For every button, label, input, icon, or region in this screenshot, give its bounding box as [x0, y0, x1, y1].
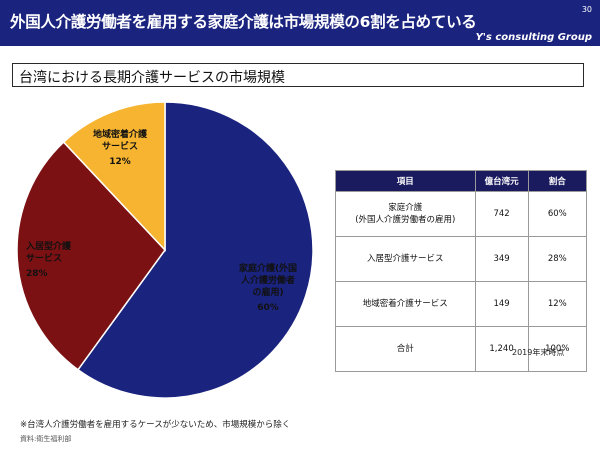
pie-slice-label: 地域密着介護サービス 12% [93, 128, 148, 167]
cell-item: 地域密着介護サービス [335, 281, 476, 327]
table-row: 入居型介護サービス 349 28% [335, 236, 588, 282]
table-row-total: 合計 1,240 100% [335, 326, 588, 372]
slide-title: 外国人介護労働者を雇用する家庭介護は市場規模の6割を占めている [10, 13, 477, 31]
table-row: 地域密着介護サービス 149 12% [335, 281, 588, 327]
cell-share: 12% [527, 281, 588, 327]
as-of-date: 2019年末時点 [512, 348, 565, 357]
pie-slice [62, 101, 166, 252]
cell-item-line: (外国人介護労働者の雇用) [355, 215, 456, 225]
cell-share: 60% [527, 191, 588, 237]
pie-slice-label: 入居型介護サービス 28% [25, 240, 72, 279]
brand-logo-text: Y's consulting Group [475, 32, 592, 43]
title-bar: 外国人介護労働者を雇用する家庭介護は市場規模の6割を占めている 30 Y's c… [0, 0, 600, 46]
cell-value: 149 [474, 281, 529, 327]
cell-item: 合計 [335, 326, 476, 372]
cell-value: 349 [474, 236, 529, 282]
section-title: 台湾における長期介護サービスの市場規模 [19, 70, 285, 86]
header-share: 割合 [527, 170, 588, 192]
pie-chart: 家庭介護(外国人介護労働者の雇用) 60% 入居型介護サービス 28% 地域密着介護サー… [16, 101, 314, 399]
cell-share: 28% [527, 236, 588, 282]
pie-slice [76, 101, 314, 399]
pie-slice [16, 141, 166, 371]
table-row: 家庭介護 (外国人介護労働者の雇用) 742 60% [335, 191, 588, 237]
cell-item-line: 家庭介護 [388, 203, 423, 213]
cell-item: 入居型介護サービス [335, 236, 476, 282]
cell-item: 家庭介護 (外国人介護労働者の雇用) [335, 191, 476, 237]
cell-value: 742 [474, 191, 529, 237]
market-size-table: 項目 億台湾元 割合 家庭介護 (外国人介護労働者の雇用) 742 60% 入居… [335, 170, 588, 372]
table-header-row: 項目 億台湾元 割合 [335, 170, 588, 192]
page-number: 30 [581, 5, 592, 14]
cell-share: 100% [527, 326, 588, 372]
source-note: 資料:衛生福利部 [20, 435, 72, 443]
header-value: 億台湾元 [474, 170, 529, 192]
section-heading-box: 台湾における長期介護サービスの市場規模 [12, 63, 584, 87]
header-item: 項目 [335, 170, 476, 192]
pie-slice-label: 家庭介護(外国人介護労働者の雇用) 60% [239, 262, 297, 313]
footnote: ※台湾人介護労働者を雇用するケースが少ないため、市場規模から除く [20, 420, 291, 430]
